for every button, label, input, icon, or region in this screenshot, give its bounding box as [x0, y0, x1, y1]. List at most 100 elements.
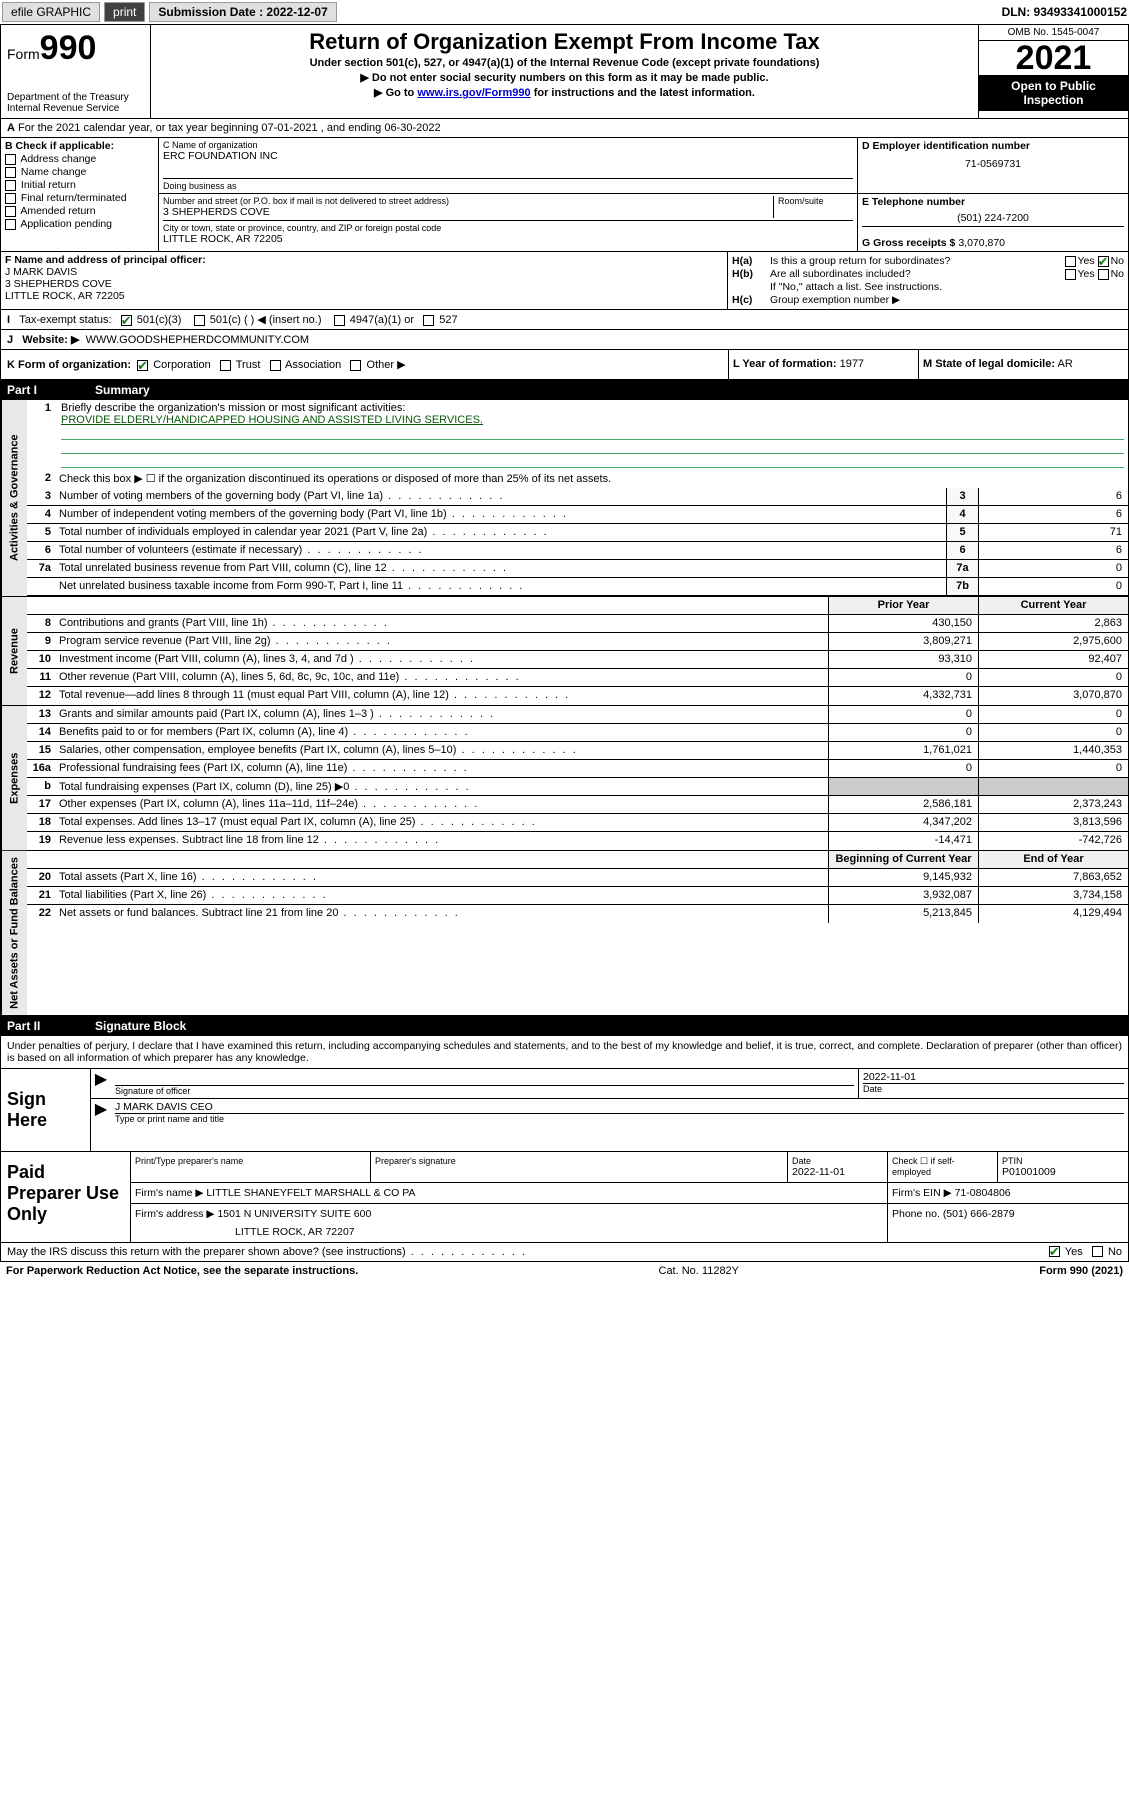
summary-row: 17Other expenses (Part IX, column (A), l… — [27, 796, 1128, 814]
section-fh: F Name and address of principal officer:… — [0, 252, 1129, 310]
firm-addr2: LITTLE ROCK, AR 72207 — [135, 1220, 883, 1238]
summary-row: 13Grants and similar amounts paid (Part … — [27, 706, 1128, 724]
sign-here-block: Sign Here ▶ Signature of officer 2022-11… — [0, 1069, 1129, 1152]
room-suite: Room/suite — [773, 196, 853, 218]
principal-officer: F Name and address of principal officer:… — [1, 252, 728, 309]
form-org-row: K Form of organization: Corporation Trus… — [0, 350, 1129, 380]
summary-row: 5Total number of individuals employed in… — [27, 524, 1128, 542]
chk-name-change[interactable] — [5, 167, 16, 178]
summary-row: 6Total number of volunteers (estimate if… — [27, 542, 1128, 560]
chk-501c[interactable] — [194, 315, 205, 326]
chk-4947[interactable] — [334, 315, 345, 326]
org-city: LITTLE ROCK, AR 72205 — [163, 233, 853, 245]
summary-row: 18Total expenses. Add lines 13–17 (must … — [27, 814, 1128, 832]
ein-cell: D Employer identification number 71-0569… — [858, 138, 1128, 193]
part1-body: Activities & Governance 1 Briefly descri… — [0, 400, 1129, 1016]
hb-yes[interactable] — [1065, 269, 1076, 280]
vtab-expenses: Expenses — [1, 706, 27, 850]
summary-row: 3Number of voting members of the governi… — [27, 488, 1128, 506]
efile-label: efile GRAPHIC — [2, 2, 100, 22]
vtab-netassets: Net Assets or Fund Balances — [1, 851, 27, 1015]
telephone: (501) 224-7200 — [862, 212, 1124, 224]
submission-date: Submission Date : 2022-12-07 — [149, 2, 336, 22]
officer-name: J MARK DAVIS CEO — [115, 1101, 1124, 1113]
chk-address-change[interactable] — [5, 154, 16, 165]
chk-assoc[interactable] — [270, 360, 281, 371]
dept-treasury: Department of the Treasury — [7, 92, 144, 103]
group-return-block: H(a)Is this a group return for subordina… — [728, 252, 1128, 309]
vtab-governance: Activities & Governance — [1, 400, 27, 596]
summary-row: 20Total assets (Part X, line 16)9,145,93… — [27, 869, 1128, 887]
summary-row: 19Revenue less expenses. Subtract line 1… — [27, 832, 1128, 850]
summary-row: 15Salaries, other compensation, employee… — [27, 742, 1128, 760]
discuss-yes[interactable] — [1049, 1246, 1060, 1257]
ha-yes[interactable] — [1065, 256, 1076, 267]
summary-row: 8Contributions and grants (Part VIII, li… — [27, 615, 1128, 633]
paid-preparer-block: Paid Preparer Use Only Print/Type prepar… — [0, 1152, 1129, 1243]
open-public: Open to Public Inspection — [979, 75, 1128, 111]
form-header: Form990 Department of the Treasury Inter… — [0, 24, 1129, 119]
form-word: Form — [7, 46, 40, 62]
irs-discuss-row: May the IRS discuss this return with the… — [0, 1243, 1129, 1262]
org-street: 3 SHEPHERDS COVE — [163, 206, 773, 218]
section-bcdeg: B Check if applicable: Address change Na… — [0, 138, 1129, 252]
ein-value: 71-0569731 — [862, 158, 1124, 170]
summary-row: 14Benefits paid to or for members (Part … — [27, 724, 1128, 742]
ha-no[interactable] — [1098, 256, 1109, 267]
summary-row: 16aProfessional fundraising fees (Part I… — [27, 760, 1128, 778]
org-name: ERC FOUNDATION INC — [163, 150, 853, 162]
penalty-declaration: Under penalties of perjury, I declare th… — [0, 1036, 1129, 1069]
website-row: J Website: ▶ WWW.GOODSHEPHERDCOMMUNITY.C… — [0, 330, 1129, 350]
dln-label: DLN: 93493341000152 — [1002, 5, 1127, 19]
ptin: P01001009 — [1002, 1166, 1124, 1178]
form-subtitle-3: ▶ Go to www.irs.gov/Form990 for instruct… — [157, 86, 972, 99]
form-subtitle-1: Under section 501(c), 527, or 4947(a)(1)… — [157, 57, 972, 69]
sign-date: 2022-11-01 — [863, 1071, 1124, 1083]
part2-header: Part II Signature Block — [0, 1016, 1129, 1036]
summary-row: 9Program service revenue (Part VIII, lin… — [27, 633, 1128, 651]
summary-row: 11Other revenue (Part VIII, column (A), … — [27, 669, 1128, 687]
mission-text: PROVIDE ELDERLY/HANDICAPPED HOUSING AND … — [61, 414, 1124, 426]
prep-date: 2022-11-01 — [792, 1166, 883, 1178]
chk-corp[interactable] — [137, 360, 148, 371]
chk-trust[interactable] — [220, 360, 231, 371]
chk-501c3[interactable] — [121, 315, 132, 326]
summary-row: 22Net assets or fund balances. Subtract … — [27, 905, 1128, 923]
chk-app-pending[interactable] — [5, 219, 16, 230]
efile-topbar: efile GRAPHIC print Submission Date : 20… — [0, 0, 1129, 24]
state-domicile: AR — [1057, 358, 1072, 370]
col-b-checkboxes: B Check if applicable: Address change Na… — [1, 138, 159, 251]
firm-phone: (501) 666-2879 — [943, 1208, 1015, 1220]
firm-addr1: 1501 N UNIVERSITY SUITE 600 — [217, 1208, 371, 1220]
firm-name: LITTLE SHANEYFELT MARSHALL & CO PA — [206, 1187, 415, 1199]
org-name-cell: C Name of organization ERC FOUNDATION IN… — [159, 138, 858, 193]
summary-row: 7aTotal unrelated business revenue from … — [27, 560, 1128, 578]
irs-link[interactable]: www.irs.gov/Form990 — [417, 87, 530, 99]
summary-row: 12Total revenue—add lines 8 through 11 (… — [27, 687, 1128, 705]
tax-year: 2021 — [979, 41, 1128, 75]
row-a-tax-year: A For the 2021 calendar year, or tax yea… — [0, 119, 1129, 138]
firm-ein: 71-0804806 — [955, 1187, 1011, 1199]
chk-527[interactable] — [423, 315, 434, 326]
page-footer: For Paperwork Reduction Act Notice, see … — [0, 1262, 1129, 1280]
irs-label: Internal Revenue Service — [7, 103, 144, 114]
chk-final-return[interactable] — [5, 193, 16, 204]
print-button[interactable]: print — [104, 2, 145, 22]
chk-other[interactable] — [350, 360, 361, 371]
chk-amended-return[interactable] — [5, 206, 16, 217]
summary-row: 21Total liabilities (Part X, line 26)3,9… — [27, 887, 1128, 905]
tax-exempt-status: I Tax-exempt status: 501(c)(3) 501(c) ( … — [0, 310, 1129, 330]
gross-receipts: 3,070,870 — [958, 237, 1005, 249]
summary-row: 10Investment income (Part VIII, column (… — [27, 651, 1128, 669]
year-formation: 1977 — [840, 358, 864, 370]
form-subtitle-2: ▶ Do not enter social security numbers o… — [157, 71, 972, 84]
chk-initial-return[interactable] — [5, 180, 16, 191]
summary-row: bTotal fundraising expenses (Part IX, co… — [27, 778, 1128, 796]
vtab-revenue: Revenue — [1, 597, 27, 705]
discuss-no[interactable] — [1092, 1246, 1103, 1257]
hb-no[interactable] — [1098, 269, 1109, 280]
summary-row: Net unrelated business taxable income fr… — [27, 578, 1128, 596]
form-number: 990 — [40, 29, 97, 67]
form-title: Return of Organization Exempt From Incom… — [157, 29, 972, 55]
part1-header: Part I Summary — [0, 380, 1129, 400]
